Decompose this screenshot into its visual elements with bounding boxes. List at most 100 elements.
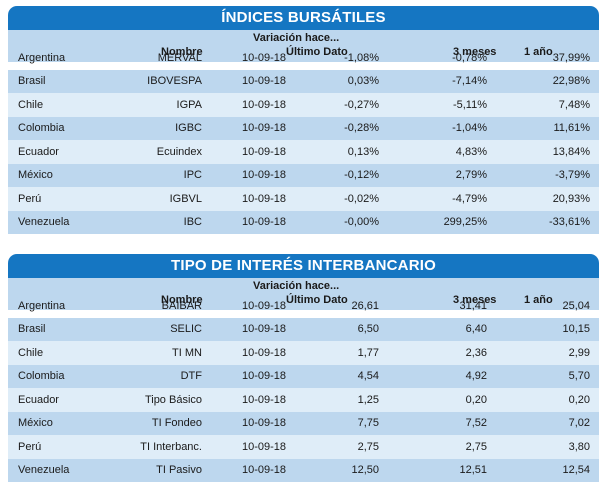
row-name: IGBC [175, 122, 202, 135]
row-1-year: 5,70 [568, 370, 590, 383]
row-3-months: 2,79% [455, 169, 487, 182]
row-last-value: 1,25 [357, 393, 379, 406]
row-1-year: 10,15 [562, 323, 590, 336]
row-date: 10-09-18 [242, 75, 287, 88]
header-1-year: 1 año [524, 294, 553, 306]
table-row: Venezuela IBC 10-09-18 -0,00% 299,25% -33,61% [8, 210, 599, 234]
row-country: Venezuela [18, 216, 70, 229]
row-3-months: 4,83% [455, 145, 487, 158]
table-row: México IPC 10-09-18 -0,12% 2,79% -3,79% [8, 163, 599, 187]
row-date: 10-09-18 [242, 122, 287, 135]
row-3-months: 2,75 [465, 440, 487, 453]
indices-header: Variación hace... Nombre Último Dato 3 m… [8, 30, 599, 62]
row-date: 10-09-18 [242, 370, 287, 383]
row-last-value: 0,13% [347, 145, 379, 158]
indices-title: ÍNDICES BURSÁTILES [8, 6, 599, 30]
row-3-months: 4,92 [465, 370, 487, 383]
row-1-year: 0,20 [568, 393, 590, 406]
row-date: 10-09-18 [242, 216, 287, 229]
row-name: MERVAL [157, 51, 202, 64]
row-last-value: -0,00% [344, 216, 379, 229]
row-name: TI Fondeo [151, 417, 202, 430]
row-country: México [18, 417, 53, 430]
row-1-year: -33,61% [549, 216, 590, 229]
row-last-value: 12,50 [351, 464, 379, 477]
row-3-months: 12,51 [459, 464, 487, 477]
row-name: DTF [180, 370, 202, 383]
row-1-year: 20,93% [552, 192, 590, 205]
row-1-year: 11,61% [553, 122, 591, 135]
row-name: TI Pasivo [156, 464, 202, 477]
row-last-value: 6,50 [357, 323, 379, 336]
table-row: Colombia DTF 10-09-18 4,54 4,92 5,70 [8, 364, 599, 388]
row-date: 10-09-18 [242, 169, 287, 182]
row-1-year: 22,98% [552, 75, 590, 88]
row-date: 10-09-18 [242, 417, 287, 430]
row-country: Perú [18, 440, 42, 453]
rates-table: TIPO DE INTERÉS INTERBANCARIO Variación … [8, 254, 599, 482]
row-last-value: -0,02% [344, 192, 379, 205]
table-row: Perú IGBVL 10-09-18 -0,02% -4,79% 20,93% [8, 187, 599, 211]
row-country: Perú [18, 192, 42, 205]
row-name: IGBVL [169, 192, 202, 205]
row-country: Argentina [18, 299, 66, 312]
row-country: Ecuador [18, 393, 59, 406]
header-3-months: 3 meses [453, 294, 497, 306]
row-1-year: 7,48% [558, 98, 590, 111]
row-3-months: -0,78% [452, 51, 487, 64]
table-row: Brasil SELIC 10-09-18 6,50 6,40 10,15 [8, 317, 599, 341]
row-3-months: 299,25% [443, 216, 487, 229]
row-1-year: 3,80 [568, 440, 590, 453]
row-last-value: 1,77 [357, 346, 379, 359]
row-name: IPC [183, 169, 202, 182]
row-date: 10-09-18 [242, 98, 287, 111]
row-last-value: -0,27% [344, 98, 379, 111]
row-country: Chile [18, 98, 44, 111]
row-last-value: 26,61 [351, 299, 379, 312]
row-country: Chile [18, 346, 44, 359]
row-country: Brasil [18, 323, 46, 336]
row-last-value: 2,75 [357, 440, 379, 453]
row-1-year: 37,99% [552, 51, 590, 64]
header-variation: Variación hace... [253, 32, 340, 44]
row-last-value: 4,54 [357, 370, 379, 383]
row-date: 10-09-18 [242, 464, 287, 477]
row-date: 10-09-18 [242, 346, 287, 359]
row-3-months: 0,20 [465, 393, 487, 406]
row-1-year: 13,84% [552, 145, 590, 158]
rates-title: TIPO DE INTERÉS INTERBANCARIO [8, 254, 599, 278]
row-date: 10-09-18 [242, 145, 287, 158]
row-name: IBC [183, 216, 202, 229]
table-row: Ecuador Ecuindex 10-09-18 0,13% 4,83% 13,84% [8, 140, 599, 164]
row-1-year: 2,99 [568, 346, 590, 359]
table-row: Colombia IGBC 10-09-18 -0,28% -1,04% 11,61% [8, 116, 599, 140]
header-3-months: 3 meses [453, 46, 497, 58]
header-1-year: 1 año [524, 46, 553, 58]
table-row: Brasil IBOVESPA 10-09-18 0,03% -7,14% 22,98% [8, 69, 599, 93]
row-3-months: 6,40 [465, 323, 487, 336]
row-name: Tipo Básico [144, 393, 202, 406]
row-country: Argentina [18, 51, 66, 64]
row-name: IGPA [176, 98, 202, 111]
table-row: Argentina BAIBAR 10-09-18 26,61 31,41 25,04 [8, 294, 599, 318]
row-country: Ecuador [18, 145, 59, 158]
row-last-value: -0,28% [344, 122, 379, 135]
row-name: SELIC [170, 323, 202, 336]
row-last-value: -0,12% [344, 169, 379, 182]
row-3-months: 7,52 [465, 417, 487, 430]
row-date: 10-09-18 [242, 393, 287, 406]
header-name: Nombre [161, 46, 203, 58]
row-name: IBOVESPA [147, 75, 202, 88]
row-1-year: -3,79% [555, 169, 590, 182]
row-last-value: -1,08% [344, 51, 379, 64]
header-variation: Variación hace... [253, 280, 340, 292]
row-date: 10-09-18 [242, 440, 287, 453]
table-row: Chile TI MN 10-09-18 1,77 2,36 2,99 [8, 341, 599, 365]
row-name: Ecuindex [156, 145, 202, 158]
row-country: México [18, 169, 53, 182]
row-last-value: 0,03% [347, 75, 379, 88]
row-1-year: 12,54 [562, 464, 590, 477]
row-3-months: -4,79% [452, 192, 487, 205]
row-name: TI MN [172, 346, 202, 359]
rates-header: Variación hace... Nombre Último Dato 3 m… [8, 278, 599, 310]
